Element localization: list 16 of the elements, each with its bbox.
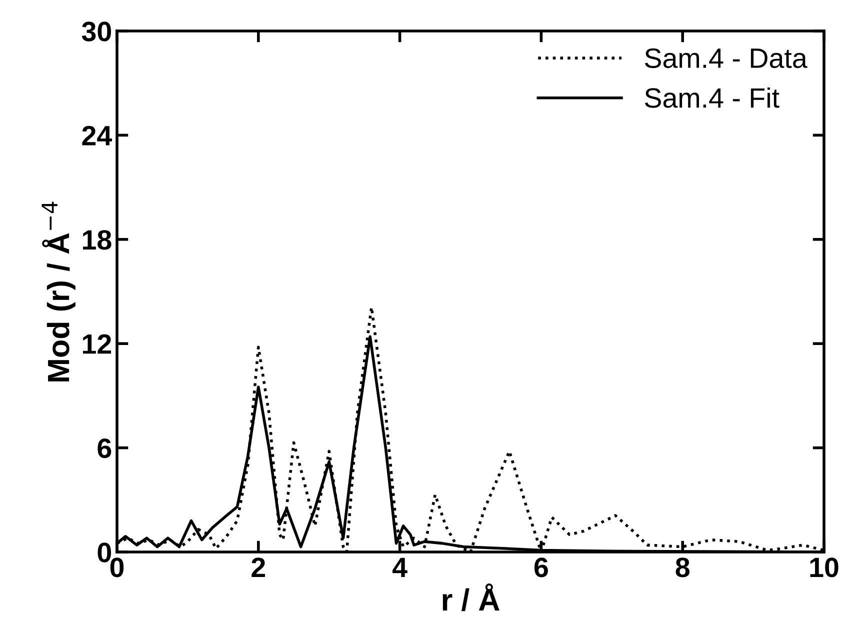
y-tick-label: 12	[82, 334, 112, 354]
legend-label: Sam.4 - Data	[644, 48, 808, 68]
x-axis-title: r / Å	[442, 583, 500, 612]
x-tick-label: 4	[392, 558, 408, 577]
legend-label: Sam.4 - Fit	[644, 87, 780, 108]
y-tick-label: 18	[82, 230, 112, 250]
y-axis-title: Mod (r) / Å$^{−4}$	[42, 202, 76, 382]
x-tick-label: 10	[810, 558, 838, 578]
y-tick-label: 6	[98, 438, 112, 458]
x-tick-label: 0	[110, 558, 124, 578]
y-tick-label: 24	[82, 126, 112, 146]
x-tick-label: 6	[534, 558, 548, 578]
y-tick-label: 0	[98, 542, 111, 562]
x-tick-label: 2	[252, 558, 266, 577]
x-tick-label: 8	[676, 558, 690, 578]
y-tick-label: 30	[82, 22, 112, 42]
